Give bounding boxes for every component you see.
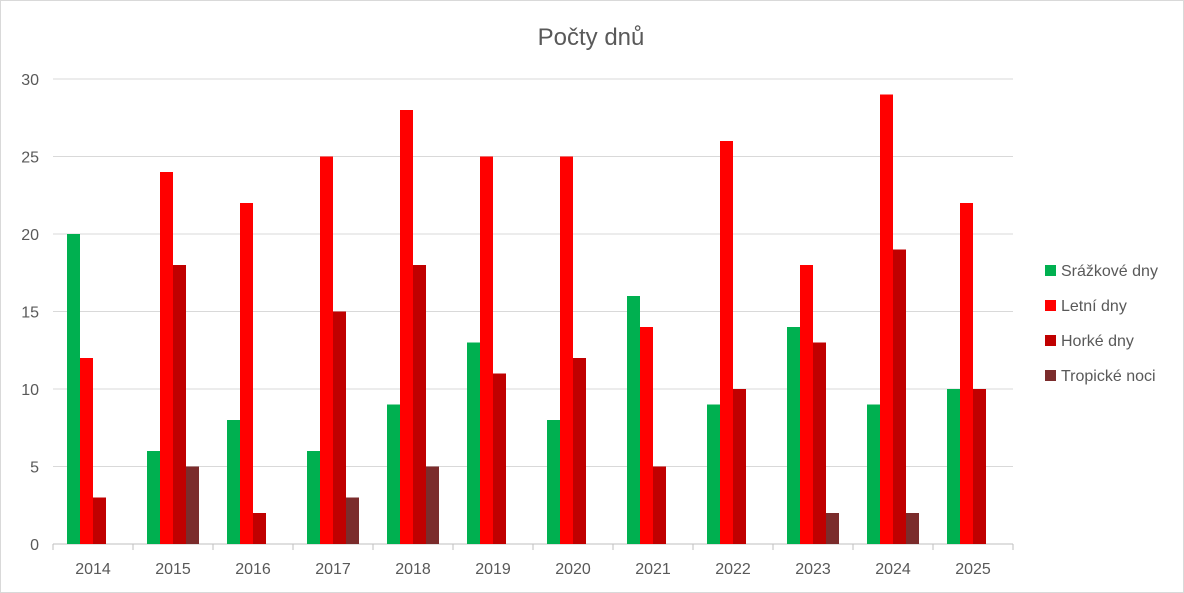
x-tick-label: 2016 — [235, 561, 271, 578]
bar-horké-dny-2025 — [973, 389, 986, 544]
bar-srážkové-dny-2021 — [627, 296, 640, 544]
y-tick-label: 5 — [30, 460, 39, 477]
bar-srážkové-dny-2022 — [707, 404, 720, 544]
bar-letní-dny-2019 — [480, 156, 493, 544]
bar-letní-dny-2021 — [640, 327, 653, 544]
bar-letní-dny-2020 — [560, 156, 573, 544]
bar-srážkové-dny-2015 — [147, 451, 160, 544]
bar-horké-dny-2022 — [733, 389, 746, 544]
bar-srážkové-dny-2018 — [387, 404, 400, 544]
y-tick-label: 15 — [21, 305, 39, 322]
legend-label: Tropické noci — [1061, 368, 1156, 385]
axes — [52, 543, 1014, 550]
y-tick-label: 25 — [21, 150, 39, 167]
bar-srážkové-dny-2020 — [547, 420, 560, 544]
bar-tropické-noci-2023 — [826, 513, 839, 544]
x-tick-label: 2021 — [635, 561, 671, 578]
bar-horké-dny-2018 — [413, 265, 426, 544]
x-tick-label: 2017 — [315, 561, 351, 578]
x-tick-label: 2024 — [875, 561, 911, 578]
y-tick-label: 0 — [30, 537, 39, 554]
legend-swatch — [1045, 370, 1056, 381]
bar-horké-dny-2019 — [493, 373, 506, 544]
legend-label: Horké dny — [1061, 333, 1134, 350]
bar-letní-dny-2016 — [240, 203, 253, 544]
bar-letní-dny-2024 — [880, 94, 893, 544]
bar-tropické-noci-2024 — [906, 513, 919, 544]
bar-letní-dny-2025 — [960, 203, 973, 544]
bar-horké-dny-2023 — [813, 342, 826, 544]
legend-label: Srážkové dny — [1061, 263, 1158, 280]
bar-srážkové-dny-2014 — [67, 234, 80, 544]
bar-tropické-noci-2018 — [426, 466, 439, 544]
chart-title: Počty dnů — [538, 24, 645, 51]
bar-letní-dny-2018 — [400, 110, 413, 544]
legend-swatch — [1045, 335, 1056, 346]
bar-horké-dny-2021 — [653, 466, 666, 544]
x-tick-label: 2020 — [555, 561, 591, 578]
y-tick-label: 20 — [21, 227, 39, 244]
bar-letní-dny-2023 — [800, 265, 813, 544]
bar-letní-dny-2017 — [320, 156, 333, 544]
legend: Srážkové dny Letní dny Horké dny Tropické n… — [1045, 263, 1158, 385]
bar-horké-dny-2014 — [93, 497, 106, 544]
y-tick-label: 10 — [21, 382, 39, 399]
bar-horké-dny-2024 — [893, 249, 906, 544]
bar-letní-dny-2022 — [720, 141, 733, 544]
bar-tropické-noci-2017 — [346, 497, 359, 544]
legend-label: Letní dny — [1061, 298, 1127, 315]
x-tick-label: 2019 — [475, 561, 511, 578]
x-tick-label: 2023 — [795, 561, 831, 578]
bar-srážkové-dny-2025 — [947, 389, 960, 544]
legend-swatch — [1045, 265, 1056, 276]
y-tick-label: 30 — [21, 72, 39, 89]
bar-horké-dny-2016 — [253, 513, 266, 544]
x-tick-label: 2014 — [75, 561, 111, 578]
bars — [67, 94, 986, 544]
bar-horké-dny-2017 — [333, 311, 346, 544]
bar-tropické-noci-2015 — [186, 466, 199, 544]
x-tick-label: 2025 — [955, 561, 991, 578]
bar-horké-dny-2020 — [573, 358, 586, 544]
bar-letní-dny-2014 — [80, 358, 93, 544]
bar-srážkové-dny-2017 — [307, 451, 320, 544]
x-tick-label: 2022 — [715, 561, 751, 578]
bar-letní-dny-2015 — [160, 172, 173, 544]
legend-swatch — [1045, 300, 1056, 311]
bar-srážkové-dny-2019 — [467, 342, 480, 544]
x-tick-label: 2018 — [395, 561, 431, 578]
bar-srážkové-dny-2024 — [867, 404, 880, 544]
bar-srážkové-dny-2023 — [787, 327, 800, 544]
gridlines — [53, 78, 1013, 467]
bar-srážkové-dny-2016 — [227, 420, 240, 544]
bar-horké-dny-2015 — [173, 265, 186, 544]
x-tick-label: 2015 — [155, 561, 191, 578]
